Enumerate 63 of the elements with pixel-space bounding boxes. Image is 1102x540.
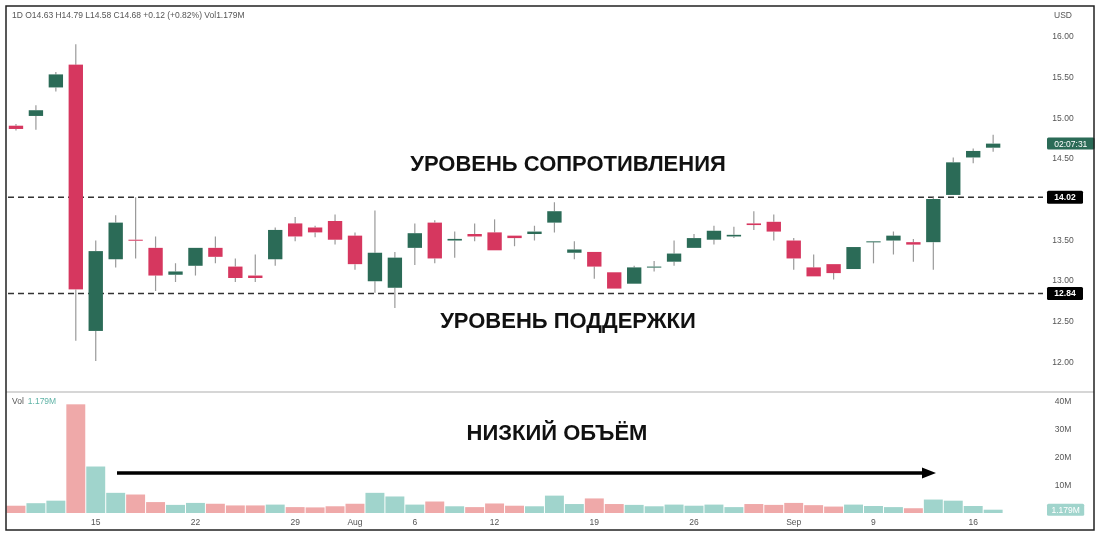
candlestick — [666, 239, 682, 267]
y-tick-label: 16.00 — [1052, 31, 1074, 42]
bar — [6, 505, 26, 513]
x-tick-label: 9 — [871, 516, 877, 527]
candlestick — [607, 272, 622, 289]
candlestick — [128, 196, 143, 260]
y-tick-label: 10M — [1054, 479, 1072, 490]
y-tick-label: 15.00 — [1052, 112, 1074, 123]
bar — [903, 508, 923, 513]
y-tick-label: 20M — [1054, 451, 1072, 462]
annotation: НИЗКИЙ ОБЪЁМ — [466, 419, 648, 445]
ref-line-label: 14.02 — [1054, 192, 1076, 203]
bar — [425, 501, 445, 513]
candlestick — [985, 134, 1001, 153]
text: 1.179M — [1051, 504, 1080, 515]
x-tick-label: 12 — [489, 516, 500, 527]
x-tick-label: 26 — [689, 516, 699, 527]
y-tick-label: 14.50 — [1052, 153, 1074, 164]
candlestick — [48, 71, 64, 93]
candlestick — [28, 104, 44, 131]
x-tick-label: 22 — [190, 516, 201, 527]
text: 1.179M — [27, 396, 57, 406]
bar — [445, 506, 465, 513]
x-tick-label: 19 — [589, 516, 600, 527]
bar — [265, 504, 285, 513]
x-tick-label: Sep — [786, 516, 802, 527]
candlestick — [706, 225, 722, 246]
candlestick — [866, 241, 881, 264]
text: 02:07:31 — [1054, 138, 1088, 149]
x-tick-label: 6 — [412, 516, 418, 527]
y-tick-label: 40M — [1054, 395, 1072, 406]
candlestick — [846, 247, 861, 270]
y-tick-label: 30M — [1054, 423, 1072, 434]
y-tick-label: 13.00 — [1052, 275, 1074, 286]
candlestick — [906, 238, 921, 263]
bar — [66, 404, 86, 513]
candlestick — [387, 251, 403, 309]
candlestick — [926, 196, 941, 271]
y-axis-title: USD — [1054, 10, 1072, 20]
candlestick — [88, 239, 103, 362]
candlestick — [68, 43, 83, 342]
y-tick-label: 12.00 — [1052, 356, 1074, 367]
ref-line-label: 12.84 — [1054, 288, 1076, 299]
candlestick — [148, 235, 163, 292]
candlestick — [686, 233, 702, 248]
candlestick — [347, 231, 363, 271]
candlestick — [407, 222, 422, 266]
annotation: УРОВЕНЬ СОПРОТИВЛЕНИЯ — [410, 150, 726, 176]
y-tick-label: 13.50 — [1052, 234, 1074, 245]
candlestick — [367, 209, 383, 294]
x-tick-label: 29 — [290, 516, 301, 527]
candlestick — [447, 230, 462, 259]
y-tick-label: 12.50 — [1052, 316, 1074, 327]
x-tick-label: 16 — [968, 516, 979, 527]
annotation: УРОВЕНЬ ПОДДЕРЖКИ — [440, 307, 696, 333]
candlestick — [547, 201, 562, 233]
x-tick-label: Aug — [347, 516, 363, 527]
y-tick-label: 15.50 — [1052, 71, 1074, 82]
candlestick — [646, 260, 662, 273]
candlestick — [327, 213, 343, 246]
text: 1D O14.63 H14.79 L14.58 C14.68 +0.12 (+0.82%) Vol1.179M — [12, 10, 245, 20]
x-tick-label: 15 — [91, 516, 101, 527]
text: Vol — [12, 396, 24, 406]
